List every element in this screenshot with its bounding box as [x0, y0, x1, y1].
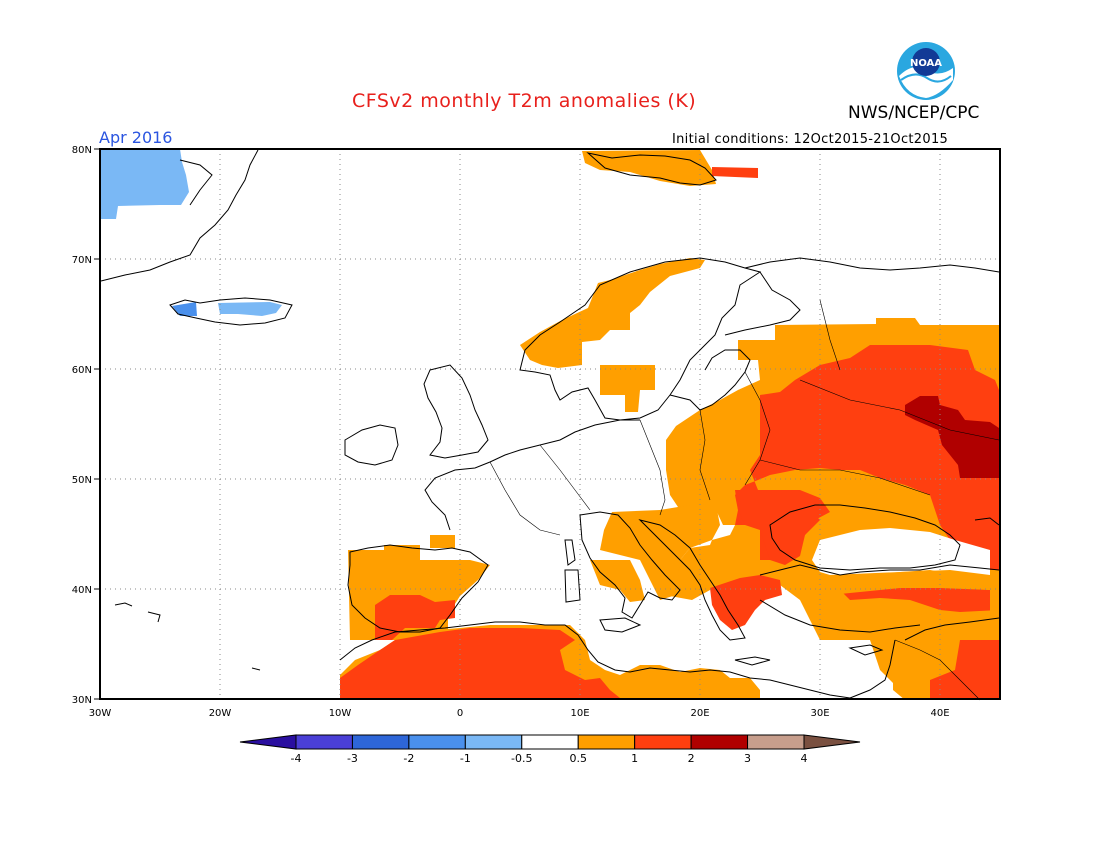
- noaa-logo-text: NOAA: [910, 58, 942, 69]
- russia-very-hot-area: [905, 396, 999, 478]
- lon-label-30e: 30E: [810, 708, 829, 719]
- south-italy-warm-area: [590, 560, 645, 602]
- colorbar-swatch: [464, 734, 523, 750]
- lon-label-20e: 20E: [690, 708, 709, 719]
- colorbar-tick-label: 0.5: [569, 752, 587, 765]
- colorbar-swatch: [747, 734, 805, 750]
- balkans-hot-area: [735, 490, 830, 565]
- colorbar-max-triangle: [803, 734, 861, 750]
- turkey-hot-area: [840, 586, 990, 615]
- colorbar-tick-label: 2: [688, 752, 695, 765]
- colorbar-tick-label: -2: [403, 752, 414, 765]
- colorbar-swatch: [295, 734, 353, 750]
- colorbar-swatch: [351, 734, 410, 750]
- svalbard-hot-area: [712, 167, 758, 178]
- initial-conditions-label: Initial conditions: 12Oct2015-21Oct2015: [672, 132, 949, 147]
- colorbar-tick-label: 1: [631, 752, 638, 765]
- valid-month-label: Apr 2016: [99, 128, 173, 147]
- lat-label-40n: 40N: [72, 585, 92, 596]
- sweden-warm-area: [600, 365, 655, 412]
- map-frame: [99, 148, 1001, 700]
- lat-label-70n: 70N: [72, 255, 92, 266]
- north-africa-hot-area: [340, 628, 620, 698]
- lon-label-10w: 10W: [329, 708, 352, 719]
- organization-label: NWS/NCEP/CPC: [848, 103, 980, 123]
- lat-label-30n: 30N: [72, 695, 92, 706]
- colorbar-swatch: [634, 734, 692, 750]
- colorbar-swatch: [690, 734, 749, 750]
- colorbar-tick-label: -3: [347, 752, 358, 765]
- lat-label-80n: 80N: [72, 145, 92, 156]
- graticule: [100, 149, 1000, 699]
- lon-label-0: 0: [457, 708, 463, 719]
- pyrenees-warm-area: [430, 535, 455, 548]
- coastlines: [100, 149, 1000, 699]
- colorbar-legend: -4 -3 -2 -1 -0.5 0.5 1 2 3 4: [239, 734, 861, 765]
- lon-label-40e: 40E: [930, 708, 949, 719]
- colorbar-swatch: [408, 734, 466, 750]
- iceland-west-cold-area: [172, 302, 197, 316]
- lon-axis: 30W 20W 10W 0 10E 20E 30E 40E: [89, 708, 950, 719]
- anatolia-warm-area: [830, 570, 990, 594]
- colorbar-tick-label: 4: [801, 752, 808, 765]
- libya-warm-area: [680, 686, 740, 698]
- lat-label-60n: 60N: [72, 365, 92, 376]
- middle-east-hot-area: [930, 640, 999, 700]
- lon-label-10e: 10E: [570, 708, 589, 719]
- colorbar-swatch: [521, 734, 579, 750]
- norway-warm-area: [520, 258, 705, 368]
- lon-label-20w: 20W: [209, 708, 232, 719]
- colorbar-tick-label: 3: [744, 752, 751, 765]
- lat-axis: 80N 70N 60N 50N 40N 30N: [72, 145, 100, 706]
- anomaly-shading: [101, 149, 999, 700]
- lat-label-50n: 50N: [72, 475, 92, 486]
- greenland-cold-area: [101, 149, 189, 219]
- colorbar-tick-label: -4: [291, 752, 302, 765]
- borders: [489, 299, 1000, 701]
- black-sea-neutral-area: [812, 528, 990, 580]
- iceland-cold-area: [218, 302, 282, 316]
- noaa-logo: NOAA: [897, 42, 955, 100]
- lon-label-30w: 30W: [89, 708, 112, 719]
- iberia-hot-area: [375, 595, 455, 640]
- colorbar-tick-label: -0.5: [511, 752, 532, 765]
- colorbar-min-triangle: [239, 734, 297, 750]
- greece-hot-area: [710, 575, 782, 630]
- colorbar-swatch: [577, 734, 636, 750]
- map-title: CFSv2 monthly T2m anomalies (K): [352, 90, 697, 112]
- colorbar-tick-label: -1: [460, 752, 471, 765]
